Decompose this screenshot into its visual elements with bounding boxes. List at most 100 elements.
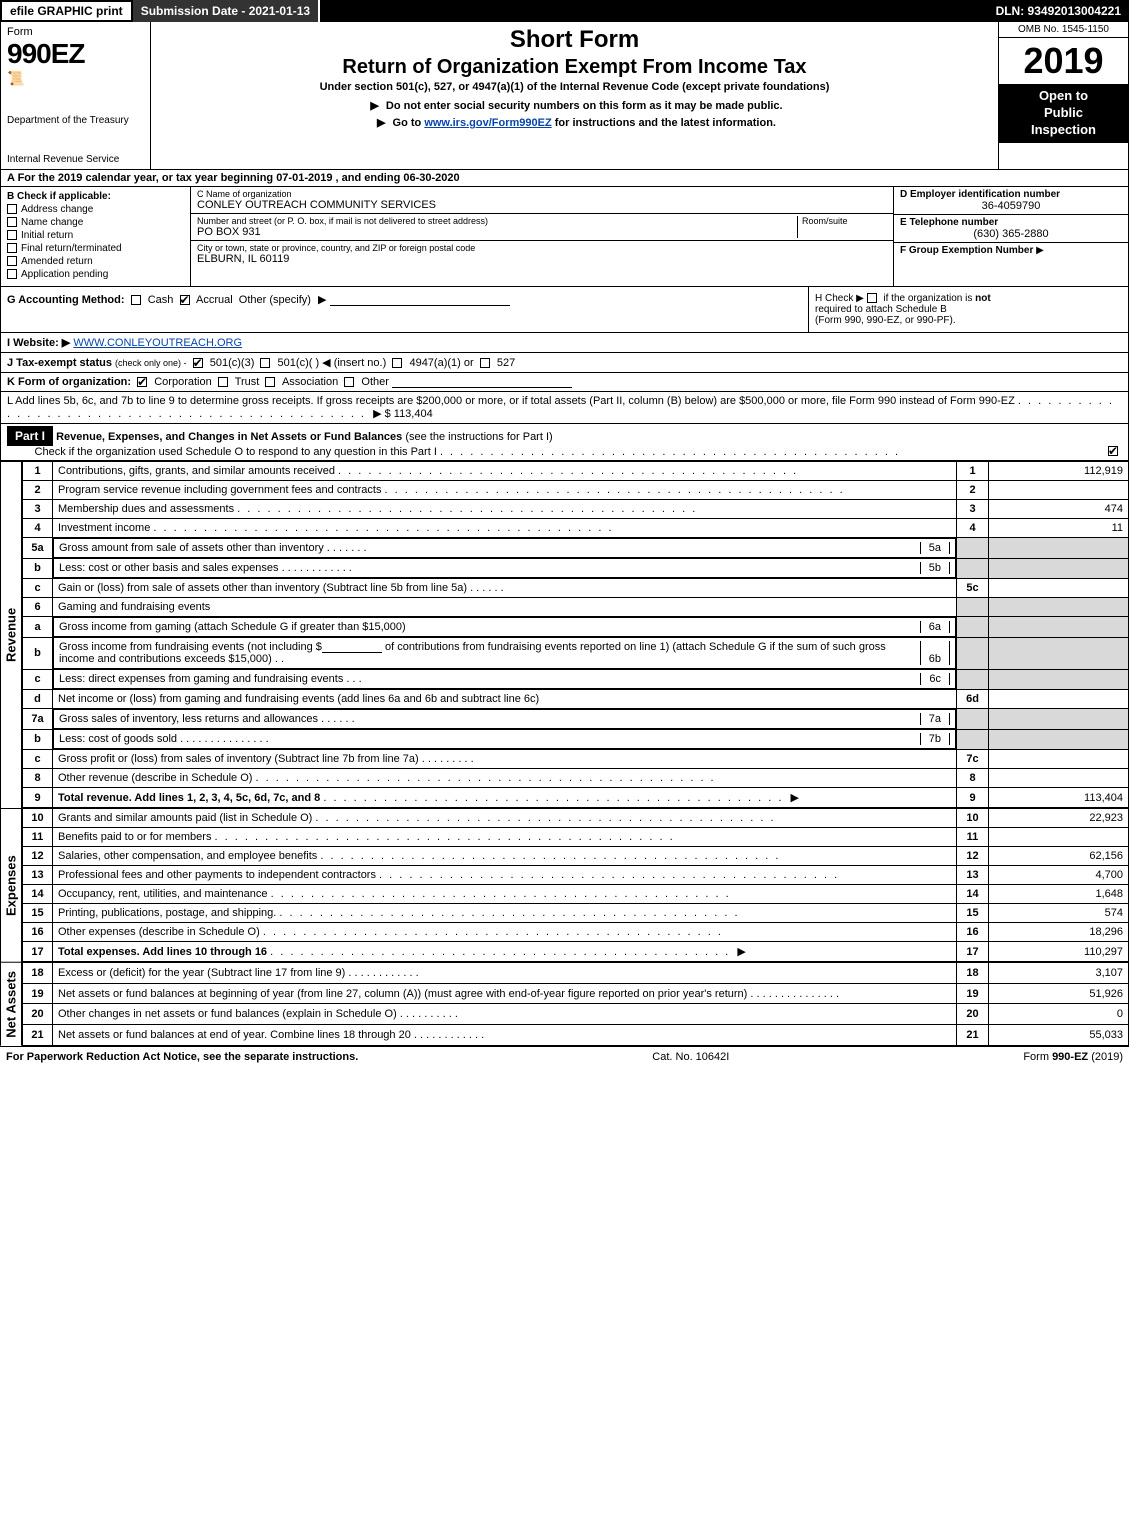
label-other-method: Other (specify) [239, 294, 311, 306]
other-method-field[interactable] [330, 294, 510, 306]
ein-label: D Employer identification number [900, 189, 1122, 200]
net-assets-section: Net Assets 18Excess or (deficit) for the… [0, 962, 1129, 1046]
checkbox-trust[interactable] [218, 377, 228, 387]
section-i: I Website: ▶ WWW.CONLEYOUTREACH.ORG [0, 333, 1129, 353]
table-row: aGross income from gaming (attach Schedu… [23, 617, 1129, 638]
table-row: 21Net assets or fund balances at end of … [23, 1025, 1129, 1046]
checkbox-other-org[interactable] [344, 377, 354, 387]
checkbox-501c3[interactable] [193, 358, 203, 368]
line-desc: Printing, publications, postage, and shi… [58, 907, 276, 919]
table-row: 1Contributions, gifts, grants, and simil… [23, 462, 1129, 481]
checkbox-527[interactable] [480, 358, 490, 368]
contrib-amount-field[interactable] [322, 641, 382, 653]
line-ref: 16 [957, 923, 989, 942]
goto-line: Go to www.irs.gov/Form990EZ for instruct… [161, 116, 988, 129]
line-amount: 22,923 [989, 809, 1129, 828]
dot-leader [323, 792, 783, 804]
line-ref: 1 [957, 462, 989, 481]
checkbox-association[interactable] [265, 377, 275, 387]
arrow-icon [369, 408, 381, 420]
h-text2: if the organization is [883, 293, 975, 304]
checkbox-corporation[interactable] [137, 377, 147, 387]
line-desc: Net assets or fund balances at beginning… [58, 988, 747, 1000]
line-ref: 2 [957, 481, 989, 500]
table-row: dNet income or (loss) from gaming and fu… [23, 690, 1129, 709]
dot-leader [440, 446, 900, 458]
section-l-text: L Add lines 5b, 6c, and 7b to line 9 to … [7, 395, 1015, 407]
topbar: efile GRAPHIC print Submission Date - 20… [0, 0, 1129, 22]
other-org-field[interactable] [392, 376, 572, 388]
line-desc: Gross income from gaming (attach Schedul… [59, 621, 920, 633]
line-num: b [23, 729, 53, 750]
line-desc: Net income or (loss) from gaming and fun… [53, 690, 957, 709]
section-l: L Add lines 5b, 6c, and 7b to line 9 to … [0, 392, 1129, 424]
checkbox-final-return[interactable] [7, 243, 17, 253]
open-to-public: Open to Public Inspection [999, 84, 1128, 143]
checkbox-address-change[interactable] [7, 204, 17, 214]
line-num: 11 [23, 828, 53, 847]
irs-link[interactable]: www.irs.gov/Form990EZ [424, 117, 551, 129]
checkbox-accrual[interactable] [180, 295, 190, 305]
efile-print-button[interactable]: efile GRAPHIC print [0, 0, 133, 22]
ssn-warning: Do not enter social security numbers on … [161, 99, 988, 112]
line-desc: Professional fees and other payments to … [58, 869, 376, 881]
line-amount [989, 481, 1129, 500]
dot-leader [320, 850, 780, 862]
info-block: B Check if applicable: Address change Na… [0, 187, 1129, 287]
table-row: 6Gaming and fundraising events [23, 598, 1129, 617]
line-num: 2 [23, 481, 53, 500]
sub-ref: 7b [920, 733, 950, 745]
checkbox-amended-return[interactable] [7, 256, 17, 266]
checkbox-501c[interactable] [260, 358, 270, 368]
sub-ref: 6c [920, 673, 950, 685]
section-g-h: G Accounting Method: Cash Accrual Other … [0, 287, 1129, 333]
gross-receipts-amount: $ 113,404 [385, 408, 433, 420]
table-row: 20Other changes in net assets or fund ba… [23, 1004, 1129, 1025]
line-num: 9 [23, 788, 53, 808]
checkbox-schedule-b-not-required[interactable] [867, 293, 877, 303]
form-id-footer: Form 990-EZ (2019) [1023, 1051, 1123, 1063]
dot-leader [263, 926, 723, 938]
paperwork-notice: For Paperwork Reduction Act Notice, see … [6, 1051, 358, 1063]
shaded-cell [989, 538, 1129, 559]
line-desc: Program service revenue including govern… [58, 484, 381, 496]
line-amount: 18,296 [989, 923, 1129, 942]
sub-ref: 7a [920, 713, 950, 725]
section-c: C Name of organization CONLEY OUTREACH C… [191, 187, 893, 286]
checkbox-application-pending[interactable] [7, 269, 17, 279]
h-not: not [975, 293, 991, 304]
line-ref: 8 [957, 769, 989, 788]
line-desc: Excess or (deficit) for the year (Subtra… [58, 967, 345, 979]
line-amount [989, 750, 1129, 769]
line-desc: Other expenses (describe in Schedule O) [58, 926, 260, 938]
line-desc: Membership dues and assessments [58, 503, 234, 515]
checkbox-schedule-o-used[interactable] [1108, 446, 1118, 456]
checkbox-name-change[interactable] [7, 217, 17, 227]
part1-note: (see the instructions for Part I) [405, 431, 552, 443]
checkbox-4947a1[interactable] [392, 358, 402, 368]
side-label-net-assets: Net Assets [0, 962, 22, 1046]
phone-label: E Telephone number [900, 217, 1122, 228]
line-num: 7a [23, 709, 53, 730]
line-desc: Gross sales of inventory, less returns a… [59, 713, 318, 725]
checkbox-initial-return[interactable] [7, 230, 17, 240]
phone-value: (630) 365-2880 [900, 228, 1122, 240]
sub-ref: 6a [920, 621, 950, 633]
line-ref: 9 [957, 788, 989, 808]
label-application-pending: Application pending [21, 269, 108, 280]
line-ref: 17 [957, 942, 989, 962]
catalog-number: Cat. No. 10642I [652, 1051, 729, 1063]
website-link[interactable]: WWW.CONLEYOUTREACH.ORG [73, 337, 242, 349]
tax-exempt-label: J Tax-exempt status [7, 357, 112, 369]
section-j: J Tax-exempt status (check only one) - 5… [0, 353, 1129, 373]
label-accrual: Accrual [196, 294, 233, 306]
part1-check-line: Check if the organization used Schedule … [35, 446, 437, 458]
label-cash: Cash [148, 294, 174, 306]
checkbox-cash[interactable] [131, 295, 141, 305]
line-num: 10 [23, 809, 53, 828]
city-label: City or town, state or province, country… [197, 243, 887, 253]
part1-header-row: Part I Revenue, Expenses, and Changes in… [0, 424, 1129, 461]
goto-prefix: Go to [393, 117, 425, 129]
line-ref: 12 [957, 847, 989, 866]
shaded-cell [989, 669, 1129, 690]
